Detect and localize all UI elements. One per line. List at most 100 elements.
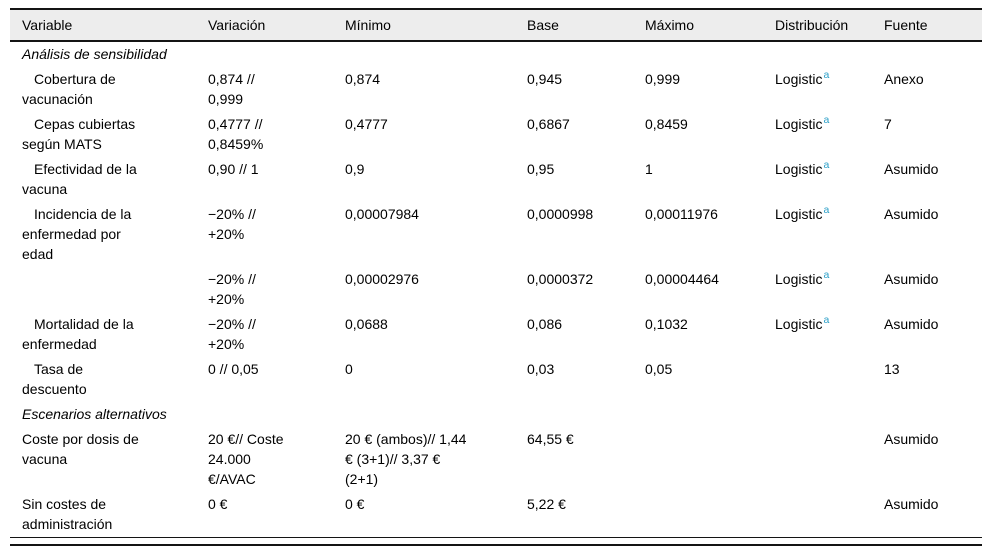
- cell-base: 0,03: [527, 361, 555, 377]
- table-row: Efectividad de la vacuna 0,90 // 1 0,9 0…: [10, 157, 982, 202]
- footnote-a-link[interactable]: a: [823, 204, 830, 217]
- cell-fuente: Asumido: [884, 161, 939, 177]
- cell-variacion: 0 // 0,05: [208, 361, 259, 377]
- cell-variable: Efectividad de la vacuna: [22, 161, 137, 197]
- cell-maximo: 0,8459: [645, 116, 688, 132]
- cell-variacion: 0 €: [208, 496, 228, 512]
- cell-variable: Tasa de descuento: [22, 361, 87, 397]
- cell-maximo: 0,05: [645, 361, 673, 377]
- cell-variable: [10, 267, 208, 312]
- cell-variacion: 0,90 // 1: [208, 161, 259, 177]
- column-header-minimo: Mínimo: [345, 10, 527, 42]
- sensitivity-table: Variable Variación Mínimo Base Máximo Di…: [10, 10, 982, 538]
- distribution-value: Logistic: [775, 71, 823, 87]
- cell-distribucion: [775, 492, 884, 538]
- cell-variable: Coste por dosis de vacuna: [22, 431, 139, 467]
- table-row: Cepas cubiertas según MATS 0,4777 // 0,8…: [10, 112, 982, 157]
- cell-minimo: 0,00007984: [345, 206, 419, 222]
- cell-distribucion: Logistica: [775, 157, 884, 202]
- cell-base: 0,086: [527, 316, 563, 332]
- cell-variable: Cepas cubiertas según MATS: [22, 116, 136, 152]
- cell-variable: Cobertura de vacunación: [22, 71, 116, 107]
- distribution-value: Logistic: [775, 161, 823, 177]
- table-row: Sin costes de administración 0 € 0 € 5,2…: [10, 492, 982, 538]
- cell-variable: Sin costes de administración: [22, 496, 113, 532]
- cell-fuente: 7: [884, 116, 892, 132]
- column-header-fuente: Fuente: [884, 10, 982, 42]
- table-row: Mortalidad de la enfermedad −20% // +20%…: [10, 312, 982, 357]
- cell-variacion: 0,4777 // 0,8459%: [208, 116, 264, 152]
- footnote-a-link[interactable]: a: [823, 314, 830, 327]
- section-row: Análisis de sensibilidad: [10, 41, 982, 67]
- cell-variacion: 0,874 // 0,999: [208, 71, 255, 107]
- column-header-variacion: Variación: [208, 10, 345, 42]
- footnote-a-link[interactable]: a: [823, 114, 830, 127]
- cell-base: 5,22 €: [527, 496, 566, 512]
- cell-fuente: Asumido: [884, 206, 939, 222]
- section-row: Escenarios alternativos: [10, 402, 982, 427]
- table-row: −20% // +20% 0,00002976 0,0000372 0,0000…: [10, 267, 982, 312]
- cell-minimo: 0,9: [345, 161, 365, 177]
- table-body: Análisis de sensibilidad Cobertura de va…: [10, 41, 982, 538]
- column-header-distribucion: Distribución: [775, 10, 884, 42]
- distribution-value: Logistic: [775, 206, 823, 222]
- cell-variacion: −20% // +20%: [208, 206, 256, 242]
- cell-fuente: 13: [884, 361, 900, 377]
- cell-minimo: 0,0688: [345, 316, 388, 332]
- column-header-maximo: Máximo: [645, 10, 775, 42]
- cell-minimo: 0: [345, 361, 353, 377]
- cell-variable: Mortalidad de la enfermedad: [22, 316, 134, 352]
- cell-variacion: −20% // +20%: [208, 316, 256, 352]
- footnote-a-link[interactable]: a: [823, 69, 830, 82]
- cell-base: 64,55 €: [527, 431, 574, 447]
- cell-fuente: Anexo: [884, 71, 924, 87]
- cell-minimo: 20 € (ambos)// 1,44 € (3+1)// 3,37 € (2+…: [345, 431, 467, 487]
- cell-maximo: 0,00004464: [645, 271, 719, 287]
- cell-maximo: 0,00011976: [645, 206, 718, 222]
- cell-base: 0,945: [527, 71, 563, 87]
- cell-base: 0,6867: [527, 116, 570, 132]
- cell-fuente: Asumido: [884, 496, 939, 512]
- table-row: Cobertura de vacunación 0,874 // 0,999 0…: [10, 67, 982, 112]
- table-row: Tasa de descuento 0 // 0,05 0 0,03 0,05 …: [10, 357, 982, 402]
- cell-minimo: 0,00002976: [345, 271, 419, 287]
- cell-distribucion: Logistica: [775, 112, 884, 157]
- cell-variacion: −20% // +20%: [208, 271, 256, 307]
- cell-distribucion: [775, 427, 884, 492]
- footnote-a-link[interactable]: a: [823, 269, 830, 282]
- cell-maximo: [645, 427, 775, 492]
- cell-distribucion: Logistica: [775, 202, 884, 267]
- cell-base: 0,95: [527, 161, 555, 177]
- cell-distribucion: Logistica: [775, 67, 884, 112]
- table-row: Coste por dosis de vacuna 20 €// Coste 2…: [10, 427, 982, 492]
- cell-base: 0,0000372: [527, 271, 594, 287]
- cell-fuente: Asumido: [884, 271, 939, 287]
- cell-minimo: 0 €: [345, 496, 365, 512]
- cell-fuente: Asumido: [884, 316, 939, 332]
- distribution-value: Logistic: [775, 316, 823, 332]
- cell-maximo: [645, 492, 775, 538]
- cell-maximo: 0,1032: [645, 316, 688, 332]
- column-header-variable: Variable: [10, 10, 208, 42]
- cell-variacion: 20 €// Coste 24.000 €/AVAC: [208, 431, 284, 487]
- sensitivity-table-container: Variable Variación Mínimo Base Máximo Di…: [10, 8, 982, 546]
- distribution-value: Logistic: [775, 116, 823, 132]
- cell-maximo: 0,999: [645, 71, 681, 87]
- table-row: Incidencia de la enfermedad por edad −20…: [10, 202, 982, 267]
- table-header: Variable Variación Mínimo Base Máximo Di…: [10, 10, 982, 42]
- cell-variable: Incidencia de la enfermedad por edad: [22, 206, 132, 262]
- cell-minimo: 0,874: [345, 71, 381, 87]
- section-label: Escenarios alternativos: [22, 406, 167, 422]
- cell-distribucion: [775, 357, 884, 402]
- section-label: Análisis de sensibilidad: [22, 46, 167, 62]
- cell-minimo: 0,4777: [345, 116, 388, 132]
- cell-maximo: 1: [645, 161, 653, 177]
- footnote-a-link[interactable]: a: [823, 159, 830, 172]
- cell-base: 0,0000998: [527, 206, 594, 222]
- column-header-base: Base: [527, 10, 645, 42]
- cell-distribucion: Logistica: [775, 267, 884, 312]
- distribution-value: Logistic: [775, 271, 823, 287]
- header-row: Variable Variación Mínimo Base Máximo Di…: [10, 10, 982, 42]
- cell-distribucion: Logistica: [775, 312, 884, 357]
- cell-fuente: Asumido: [884, 431, 939, 447]
